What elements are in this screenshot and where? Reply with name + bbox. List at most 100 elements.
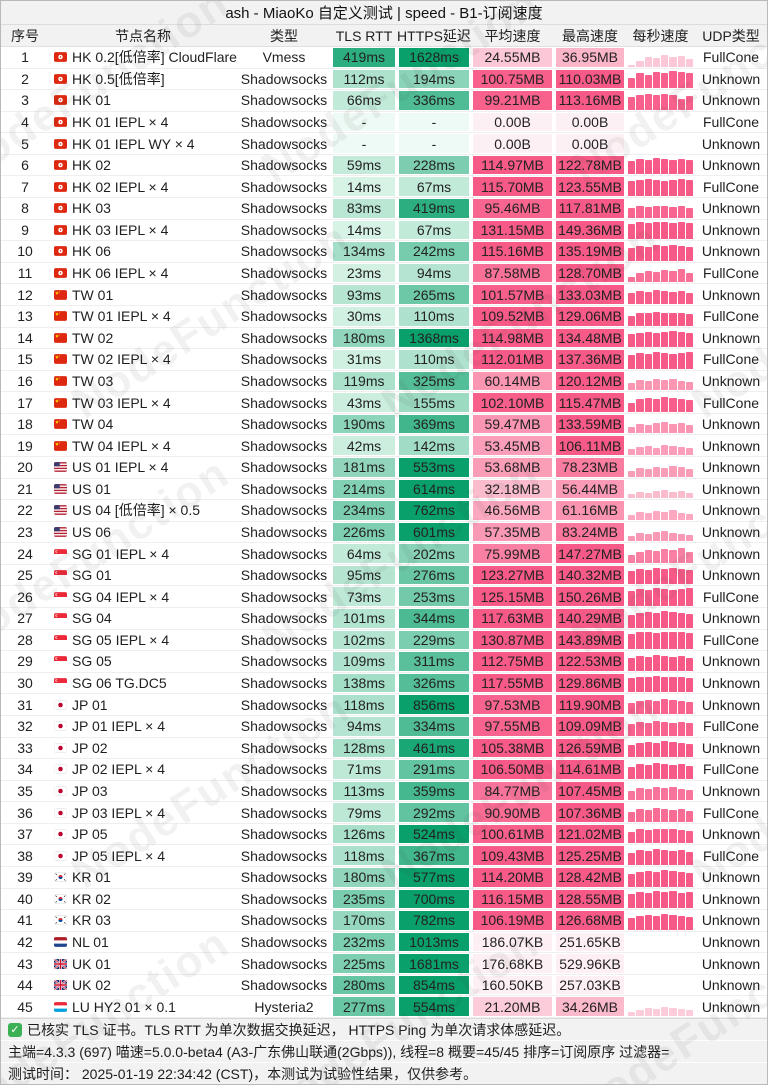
speed-sparkline bbox=[626, 90, 695, 111]
node-name: SG 05 IEPL × 4 bbox=[72, 631, 170, 648]
avg-speed-cell: 160.50KB bbox=[471, 975, 554, 996]
udp-type: FullCone bbox=[702, 394, 760, 411]
udp-type: Unknown bbox=[701, 696, 761, 713]
node-type: Shadowsocks bbox=[240, 480, 328, 497]
speed-sparkline bbox=[626, 694, 695, 715]
node-name-cell: HK 02 IEPL × 4 bbox=[49, 176, 237, 197]
https-latency-cell: 762ms bbox=[397, 500, 471, 521]
flag-sg-icon bbox=[54, 591, 67, 602]
row-number: 28 bbox=[17, 631, 33, 648]
row-number: 33 bbox=[17, 739, 33, 756]
avg-speed-cell: 115.70MB bbox=[471, 176, 554, 197]
max-speed-cell: 133.03MB bbox=[554, 284, 626, 305]
https-latency-cell: 1628ms bbox=[397, 47, 471, 68]
avg-speed-cell: 99.21MB bbox=[471, 90, 554, 111]
tls-rtt-cell: 225ms bbox=[331, 953, 397, 974]
flag-hk-icon bbox=[54, 181, 67, 192]
max-speed-cell: 128.70MB bbox=[554, 263, 626, 284]
speed-sparkline bbox=[626, 284, 695, 305]
speed-sparkline bbox=[626, 349, 695, 370]
tls-rtt-cell: 128ms bbox=[331, 738, 397, 759]
https-latency-cell: 1681ms bbox=[397, 953, 471, 974]
row-number: 20 bbox=[17, 459, 33, 476]
tls-rtt-cell: 170ms bbox=[331, 910, 397, 931]
node-type: Shadowsocks bbox=[240, 912, 328, 929]
udp-type: Unknown bbox=[701, 286, 761, 303]
row-number: 37 bbox=[17, 826, 33, 843]
row-number: 22 bbox=[17, 502, 33, 519]
node-name-cell: JP 03 bbox=[49, 781, 237, 802]
table-row: 31 JP 01 Shadowsocks 118ms 856ms 97.53MB 119.9… bbox=[1, 694, 767, 716]
max-speed-cell: 150.26MB bbox=[554, 586, 626, 607]
table-row: 10 HK 06 Shadowsocks 134ms 242ms 115.16MB 135.… bbox=[1, 241, 767, 263]
flag-jp-icon bbox=[54, 742, 67, 753]
node-name: TW 03 IEPL × 4 bbox=[72, 394, 171, 411]
speed-sparkline bbox=[626, 608, 695, 629]
node-type: Shadowsocks bbox=[240, 221, 328, 238]
node-name-cell: SG 04 IEPL × 4 bbox=[49, 586, 237, 607]
node-name-cell: TW 02 IEPL × 4 bbox=[49, 349, 237, 370]
flag-kr-icon bbox=[54, 893, 67, 904]
avg-speed-cell: 125.15MB bbox=[471, 586, 554, 607]
flag-us-icon bbox=[54, 505, 67, 516]
avg-speed-cell: 114.98MB bbox=[471, 328, 554, 349]
node-name-cell: JP 03 IEPL × 4 bbox=[49, 802, 237, 823]
avg-speed-cell: 123.27MB bbox=[471, 565, 554, 586]
node-name: TW 02 IEPL × 4 bbox=[72, 351, 171, 368]
avg-speed-cell: 109.43MB bbox=[471, 845, 554, 866]
speed-sparkline bbox=[626, 220, 695, 241]
node-name-cell: TW 01 bbox=[49, 284, 237, 305]
node-type: Shadowsocks bbox=[240, 653, 328, 670]
max-speed-cell: 109.09MB bbox=[554, 716, 626, 737]
tls-rtt-cell: 43ms bbox=[331, 392, 397, 413]
node-name-cell: SG 01 bbox=[49, 565, 237, 586]
https-latency-cell: 228ms bbox=[397, 155, 471, 176]
node-name-cell: SG 04 bbox=[49, 608, 237, 629]
node-name-cell: KR 02 bbox=[49, 889, 237, 910]
col-header-type: 类型 bbox=[270, 27, 298, 44]
node-name-cell: TW 03 IEPL × 4 bbox=[49, 392, 237, 413]
tls-rtt-cell: 181ms bbox=[331, 457, 397, 478]
max-speed-cell: 113.16MB bbox=[554, 90, 626, 111]
max-speed-cell: 126.59MB bbox=[554, 738, 626, 759]
flag-cn-icon bbox=[54, 440, 67, 451]
node-name-cell: HK 06 IEPL × 4 bbox=[49, 263, 237, 284]
https-latency-cell: 292ms bbox=[397, 802, 471, 823]
row-number: 25 bbox=[17, 567, 33, 584]
row-number: 38 bbox=[17, 847, 33, 864]
tls-rtt-cell: 14ms bbox=[331, 176, 397, 197]
node-type: Shadowsocks bbox=[240, 459, 328, 476]
table-row: 34 JP 02 IEPL × 4 Shadowsocks 71ms 291ms 106.… bbox=[1, 759, 767, 781]
row-number: 3 bbox=[21, 92, 29, 109]
max-speed-cell: 115.47MB bbox=[554, 392, 626, 413]
row-number: 7 bbox=[21, 178, 29, 195]
tls-rtt-cell: 109ms bbox=[331, 651, 397, 672]
node-name-cell: TW 02 bbox=[49, 328, 237, 349]
udp-type: Unknown bbox=[701, 372, 761, 389]
max-speed-cell: 140.32MB bbox=[554, 565, 626, 586]
table-row: 39 KR 01 Shadowsocks 180ms 577ms 114.20MB 128.… bbox=[1, 867, 767, 889]
row-number: 43 bbox=[17, 955, 33, 972]
max-speed-cell: 134.48MB bbox=[554, 328, 626, 349]
row-number: 41 bbox=[17, 912, 33, 929]
max-speed-cell: 114.61MB bbox=[554, 759, 626, 780]
tls-rtt-cell: 232ms bbox=[331, 932, 397, 953]
row-number: 18 bbox=[17, 416, 33, 433]
https-latency-cell: 67ms bbox=[397, 176, 471, 197]
udp-type: Unknown bbox=[701, 437, 761, 454]
udp-type: Unknown bbox=[701, 869, 761, 886]
row-number: 4 bbox=[21, 114, 29, 131]
https-latency-cell: 553ms bbox=[397, 457, 471, 478]
udp-type: Unknown bbox=[701, 243, 761, 260]
row-number: 1 bbox=[21, 49, 29, 66]
speed-sparkline bbox=[626, 414, 695, 435]
node-name: SG 01 IEPL × 4 bbox=[72, 545, 170, 562]
table-row: 24 SG 01 IEPL × 4 Shadowsocks 64ms 202ms 75.9… bbox=[1, 543, 767, 565]
speed-sparkline bbox=[626, 500, 695, 521]
table-row: 43 UK 01 Shadowsocks 225ms 1681ms 176.68KB 529… bbox=[1, 953, 767, 975]
node-name-cell: HK 02 bbox=[49, 155, 237, 176]
avg-speed-cell: 117.63MB bbox=[471, 608, 554, 629]
row-number: 10 bbox=[17, 243, 33, 260]
udp-type: Unknown bbox=[701, 92, 761, 109]
tls-rtt-cell: 119ms bbox=[331, 371, 397, 392]
